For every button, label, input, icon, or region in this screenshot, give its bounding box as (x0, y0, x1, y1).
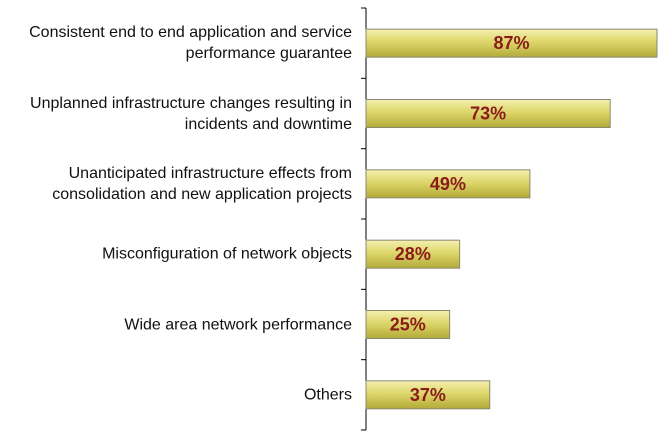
bar (365, 380, 491, 410)
category-label: Misconfiguration of network objects (102, 245, 352, 263)
category-label: Unanticipated infrastructure effects fro… (52, 164, 352, 203)
bar (365, 28, 658, 58)
bar (365, 99, 611, 128)
category-label: Consistent end to end application and se… (29, 24, 352, 63)
value-label: 87% (493, 33, 529, 53)
category-label: Wide area network performance (124, 316, 352, 333)
bar (365, 169, 531, 199)
bar (365, 310, 451, 339)
bar (365, 239, 461, 269)
value-label: 49% (430, 174, 466, 194)
value-label: 25% (390, 315, 426, 335)
category-label: Unplanned infrastructure changes resulti… (30, 94, 352, 133)
category-label: Others (303, 386, 352, 404)
value-label: 28% (395, 244, 431, 264)
value-label: 37% (410, 385, 446, 405)
value-label: 73% (470, 104, 506, 124)
